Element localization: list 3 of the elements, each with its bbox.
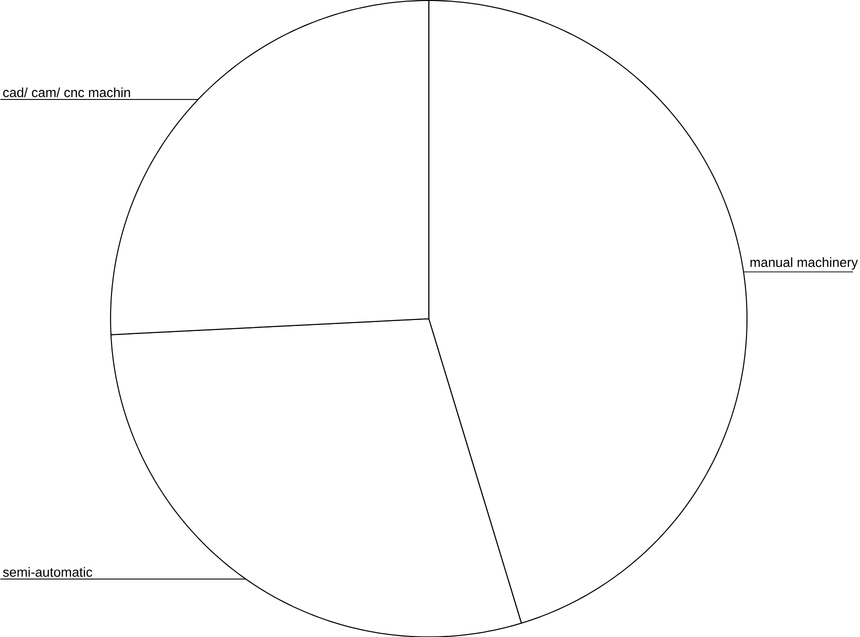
slice-label: cad/ cam/ cnc machin	[3, 87, 130, 97]
slice-label: semi-automatic	[3, 566, 92, 577]
slice-label: manual machinery	[750, 257, 858, 270]
